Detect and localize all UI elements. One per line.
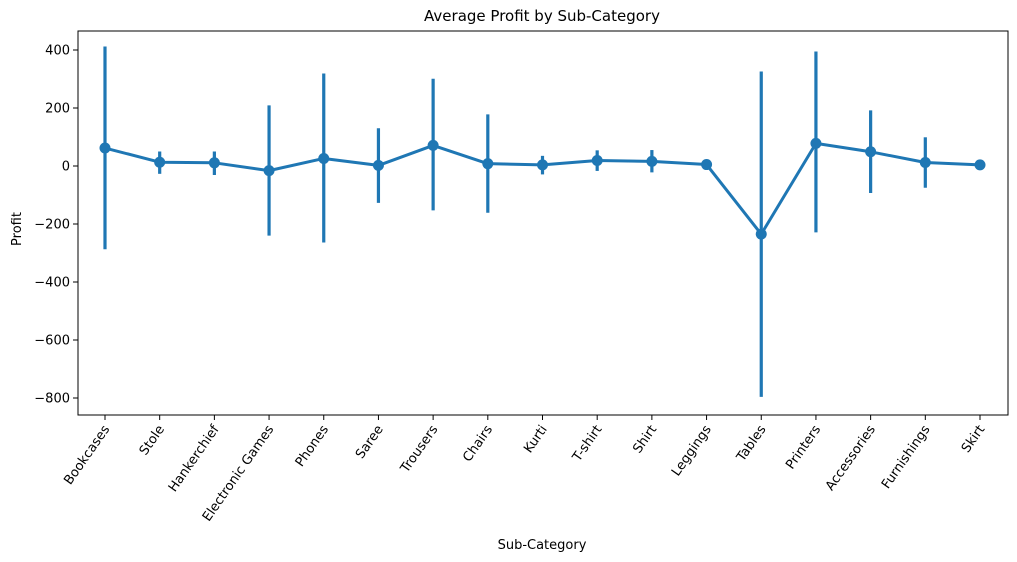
x-tick-label: Leggings (669, 423, 715, 480)
plot-area-frame (77, 30, 1009, 416)
x-tick-label: Chairs (460, 423, 496, 465)
series-points (99, 137, 986, 240)
data-point (318, 152, 330, 164)
data-point (208, 157, 220, 169)
data-point (263, 165, 275, 177)
x-tick-label: Phones (293, 423, 332, 470)
y-tick-label: 0 (62, 160, 70, 175)
data-point (865, 146, 877, 158)
data-point (701, 159, 713, 171)
x-tick-label: Trousers (397, 423, 441, 477)
x-tick-label: Hankerchief (166, 422, 223, 495)
y-tick-label: −200 (34, 218, 70, 233)
data-point (755, 228, 767, 240)
data-point (919, 157, 931, 169)
x-tick-label: T-shirt (569, 423, 605, 466)
x-tick-label: Tables (733, 423, 769, 466)
data-point (646, 155, 658, 167)
data-point (372, 159, 384, 171)
data-point (537, 159, 548, 171)
x-tick-label: Saree (353, 423, 387, 462)
data-point (810, 137, 822, 149)
x-tick-label: Printers (783, 423, 824, 473)
x-tick-label: Bookcases (61, 423, 113, 488)
data-point (99, 142, 111, 154)
chart-title: Average Profit by Sub-Category (424, 7, 660, 25)
y-axis-ticks: 400 200 0 −200 −400 −600 −800 (34, 44, 78, 407)
data-point (482, 158, 494, 170)
error-bars (103, 46, 927, 397)
y-axis-label: Profit (10, 212, 25, 246)
x-axis-label: Sub-Category (498, 538, 587, 553)
data-point (427, 139, 439, 151)
x-tick-label: Stole (137, 423, 168, 459)
data-point (591, 154, 603, 166)
y-tick-label: 400 (45, 44, 70, 59)
y-tick-label: 200 (45, 102, 70, 117)
x-tick-label: Furnishings (879, 423, 934, 492)
x-tick-label: Skirt (959, 423, 988, 456)
y-tick-label: −400 (34, 276, 70, 291)
data-point (974, 159, 986, 171)
x-tick-label: Kurti (521, 423, 551, 456)
x-tick-label: Accessories (823, 423, 879, 494)
data-point (154, 156, 166, 168)
x-tick-label: Shirt (630, 423, 660, 457)
y-tick-label: −600 (34, 334, 70, 349)
y-tick-label: −800 (34, 392, 70, 407)
